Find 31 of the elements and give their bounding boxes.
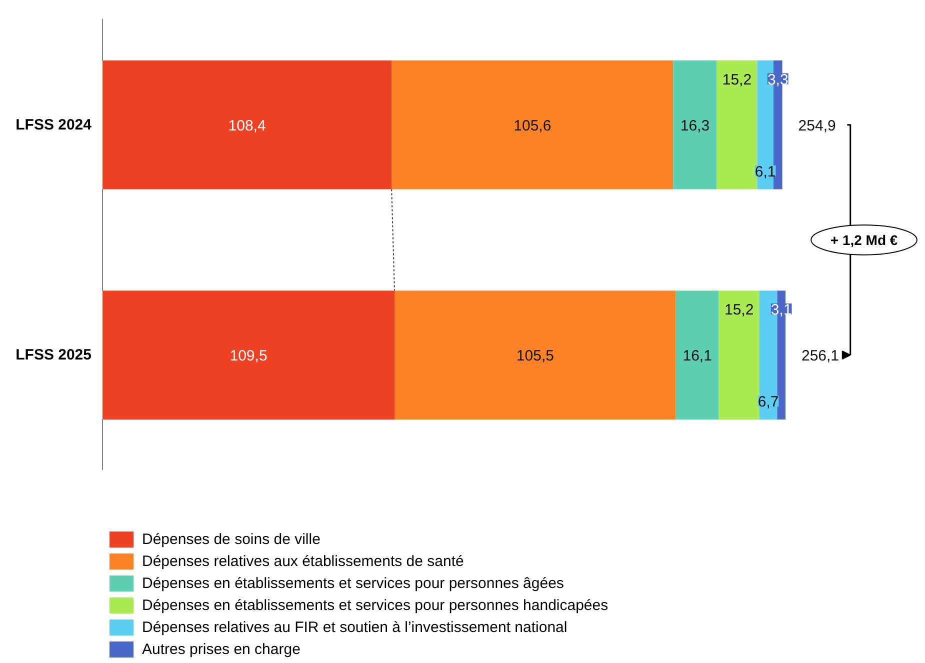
data-label: 108,4: [228, 117, 266, 134]
bar: [102, 290, 395, 420]
bar: [102, 60, 392, 190]
bar: [673, 60, 717, 190]
data-label: 3,1: [770, 301, 792, 318]
bar: [676, 290, 719, 420]
legend-label: Dépenses en établissements et services pour personnes handicapées: [142, 596, 608, 614]
total-label: 256,1: [801, 348, 840, 365]
data-label: 16,1: [682, 348, 712, 365]
data-label: 16,3: [680, 117, 710, 134]
legend-label: Autres prises en charge: [142, 640, 300, 658]
bar: [392, 60, 674, 190]
data-label: 109,5: [230, 348, 268, 365]
data-label: 6,1: [754, 163, 776, 180]
y-tick-label: LFSS 2024: [16, 116, 92, 134]
bar: [718, 290, 760, 420]
legend-label: Dépenses de soins de ville: [142, 530, 320, 548]
data-label: 105,5: [516, 348, 554, 365]
total-label: 254,9: [798, 117, 836, 134]
data-label: 3,3: [767, 71, 788, 88]
legend-label: Dépenses relatives aux établissements de santé: [142, 552, 464, 570]
data-label: 105,6: [514, 117, 552, 134]
bar: [716, 60, 758, 190]
legend-label: Dépenses relatives au FIR et soutien à l’investissement national: [142, 618, 568, 636]
y-tick-label: LFSS 2025: [16, 346, 92, 364]
text: + 1,2 Md €: [830, 232, 898, 248]
data-label: 6,7: [758, 394, 779, 411]
data-label: 15,2: [722, 71, 752, 88]
legend-label: Dépenses en établissements et services pour personnes âgées: [142, 574, 564, 592]
data-label: 15,2: [724, 301, 754, 318]
bar: [394, 290, 676, 420]
